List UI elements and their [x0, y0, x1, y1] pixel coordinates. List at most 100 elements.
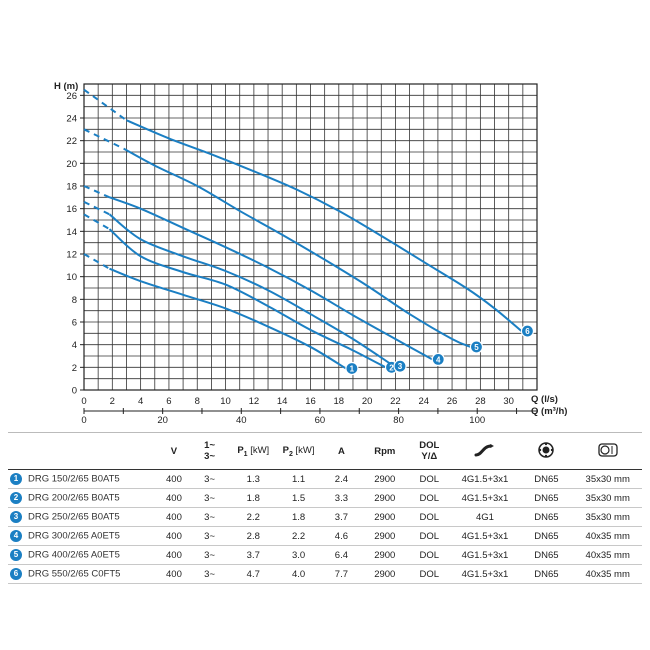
pump-spec-table: V 1~ 3~ P1 [kW] P2 [kW] A Rpm DOL Y/Δ	[8, 432, 642, 584]
y-tick-label: 14	[66, 227, 77, 238]
phase-cell: 3~	[204, 492, 216, 504]
x-tick-label: 28	[475, 396, 486, 407]
y-tick-label: 26	[66, 91, 77, 102]
x2-tick-label: 0	[81, 415, 86, 426]
x-tick-label: 16	[305, 396, 316, 407]
y-tick-label: 8	[72, 295, 77, 306]
x-tick-label: 14	[277, 396, 288, 407]
curve-4-label: 4	[436, 355, 441, 364]
plot-frame	[83, 83, 538, 391]
x-tick-label: 8	[195, 396, 200, 407]
x-tick-label: 30	[503, 396, 514, 407]
model-cell: 2 DRG 200/2/65 B0AT5	[8, 489, 159, 508]
cable-cell: 4G1.5+3x1	[461, 530, 509, 542]
p2-cell: 2.2	[291, 530, 306, 542]
dim-cell: 35x30 mm	[585, 511, 630, 523]
row-number-badge: 3	[10, 511, 22, 523]
p1-cell: 2.2	[246, 511, 260, 523]
cable-cell: 4G1	[475, 511, 494, 523]
curve-3-dashed	[83, 200, 110, 216]
x-tick-label: 26	[447, 396, 458, 407]
a-cell: 4.6	[334, 530, 348, 542]
table-header-row: V 1~ 3~ P1 [kW] P2 [kW] A Rpm DOL Y/Δ	[8, 432, 642, 470]
x-tick-label: 22	[390, 396, 401, 407]
model-cell: 1 DRG 150/2/65 B0AT5	[8, 469, 160, 489]
y-tick-label: 2	[72, 363, 77, 374]
header-model	[8, 432, 160, 470]
curve-5	[123, 147, 471, 348]
header-start-bottom: Y/Δ	[421, 451, 438, 462]
dn-cell: DN65	[534, 530, 559, 542]
table-row: 3 DRG 250/2/65 B0AT5 400 3~ 2.2 1.8 3.7 2900 DOL…	[8, 508, 642, 527]
model-name: DRG 550/2/65 C0FT5	[28, 568, 121, 580]
v-cell: 400	[166, 511, 182, 523]
row-number-badge: 2	[10, 492, 22, 504]
y-tick-label: 24	[66, 114, 77, 125]
curve-2	[108, 228, 386, 369]
curve-3-label: 3	[398, 362, 403, 371]
model-name: DRG 400/2/65 A0ET5	[28, 549, 120, 561]
dn-cell: DN65	[534, 568, 559, 580]
chart-axes	[80, 83, 538, 414]
a-cell: 7.7	[334, 568, 348, 580]
v-cell: 400	[166, 568, 182, 580]
v-cell: 400	[159, 469, 189, 489]
curve-2-dashed	[83, 213, 110, 230]
curve-6-label: 6	[525, 327, 530, 336]
v-cell: 400	[166, 492, 182, 504]
chart-curves	[83, 88, 535, 376]
a-cell: 6.4	[334, 549, 348, 561]
header-solids	[573, 432, 642, 470]
p1-cell: 1.3	[230, 469, 276, 489]
x-tick-label: 4	[138, 396, 143, 407]
curve-1-marker	[345, 361, 359, 376]
header-amps: A	[321, 432, 362, 470]
cable-cell: 4G1.5+3x1	[461, 549, 509, 561]
rpm-cell: 2900	[374, 530, 396, 542]
x2-tick-label: 60	[315, 415, 326, 426]
x-axis-label: Q (l/s)	[531, 394, 558, 405]
p2-cell: 3.0	[291, 549, 306, 561]
start-cell: DOL	[419, 492, 440, 504]
start-cell: DOL	[419, 549, 440, 561]
curve-3-marker	[393, 359, 407, 373]
dim-cell: 40x35 mm	[585, 549, 630, 561]
y-tick-label: 16	[66, 204, 77, 215]
x-tick-label: 6	[166, 396, 171, 407]
curve-6	[126, 119, 523, 332]
table-row: 1 DRG 150/2/65 B0AT5 400 3~ 1.3 1.1 2.4 2900 DOL…	[8, 469, 642, 489]
dn-cell: DN65	[534, 492, 559, 504]
flange-icon	[538, 441, 555, 458]
x-tick-label: 18	[334, 396, 345, 407]
model-name: DRG 200/2/65 B0AT5	[28, 492, 120, 504]
model-cell: 5 DRG 400/2/65 A0ET5	[8, 546, 159, 565]
curve-4	[109, 196, 433, 361]
x2-tick-label: 20	[157, 415, 168, 426]
header-rpm: Rpm	[361, 432, 408, 470]
dn-cell: DN65	[534, 511, 559, 523]
header-p1: P1 [kW]	[230, 432, 276, 470]
cable-cell: 4G1.5+3x1	[461, 492, 509, 504]
header-start-top: DOL	[419, 440, 440, 451]
p1-cell: 3.7	[246, 549, 260, 561]
start-cell: DOL	[419, 530, 440, 542]
curve-5-marker	[469, 340, 484, 354]
v-cell: 400	[166, 549, 182, 561]
header-phase: 1~ 3~	[188, 432, 231, 470]
y-tick-label: 0	[72, 386, 77, 397]
curve-1	[109, 267, 347, 370]
y-axis-label: H (m)	[54, 81, 78, 92]
dim-cell: 35x30 mm	[585, 492, 630, 504]
y-tick-label: 18	[66, 182, 77, 193]
solids-passage-icon	[598, 442, 618, 457]
y-tick-label: 12	[66, 250, 77, 261]
table-row: 2 DRG 200/2/65 B0AT5 400 3~ 1.8 1.5 3.3 2900 DOL…	[8, 489, 642, 508]
x-tick-label: 2	[110, 396, 115, 407]
model-name: DRG 150/2/65 B0AT5	[28, 473, 120, 485]
cable-cell: 4G1.5+3x1	[461, 568, 509, 580]
header-start: DOL Y/Δ	[407, 432, 451, 470]
model-cell: 6 DRG 550/2/65 C0FT5	[8, 565, 159, 584]
rpm-cell: 2900	[374, 492, 396, 504]
